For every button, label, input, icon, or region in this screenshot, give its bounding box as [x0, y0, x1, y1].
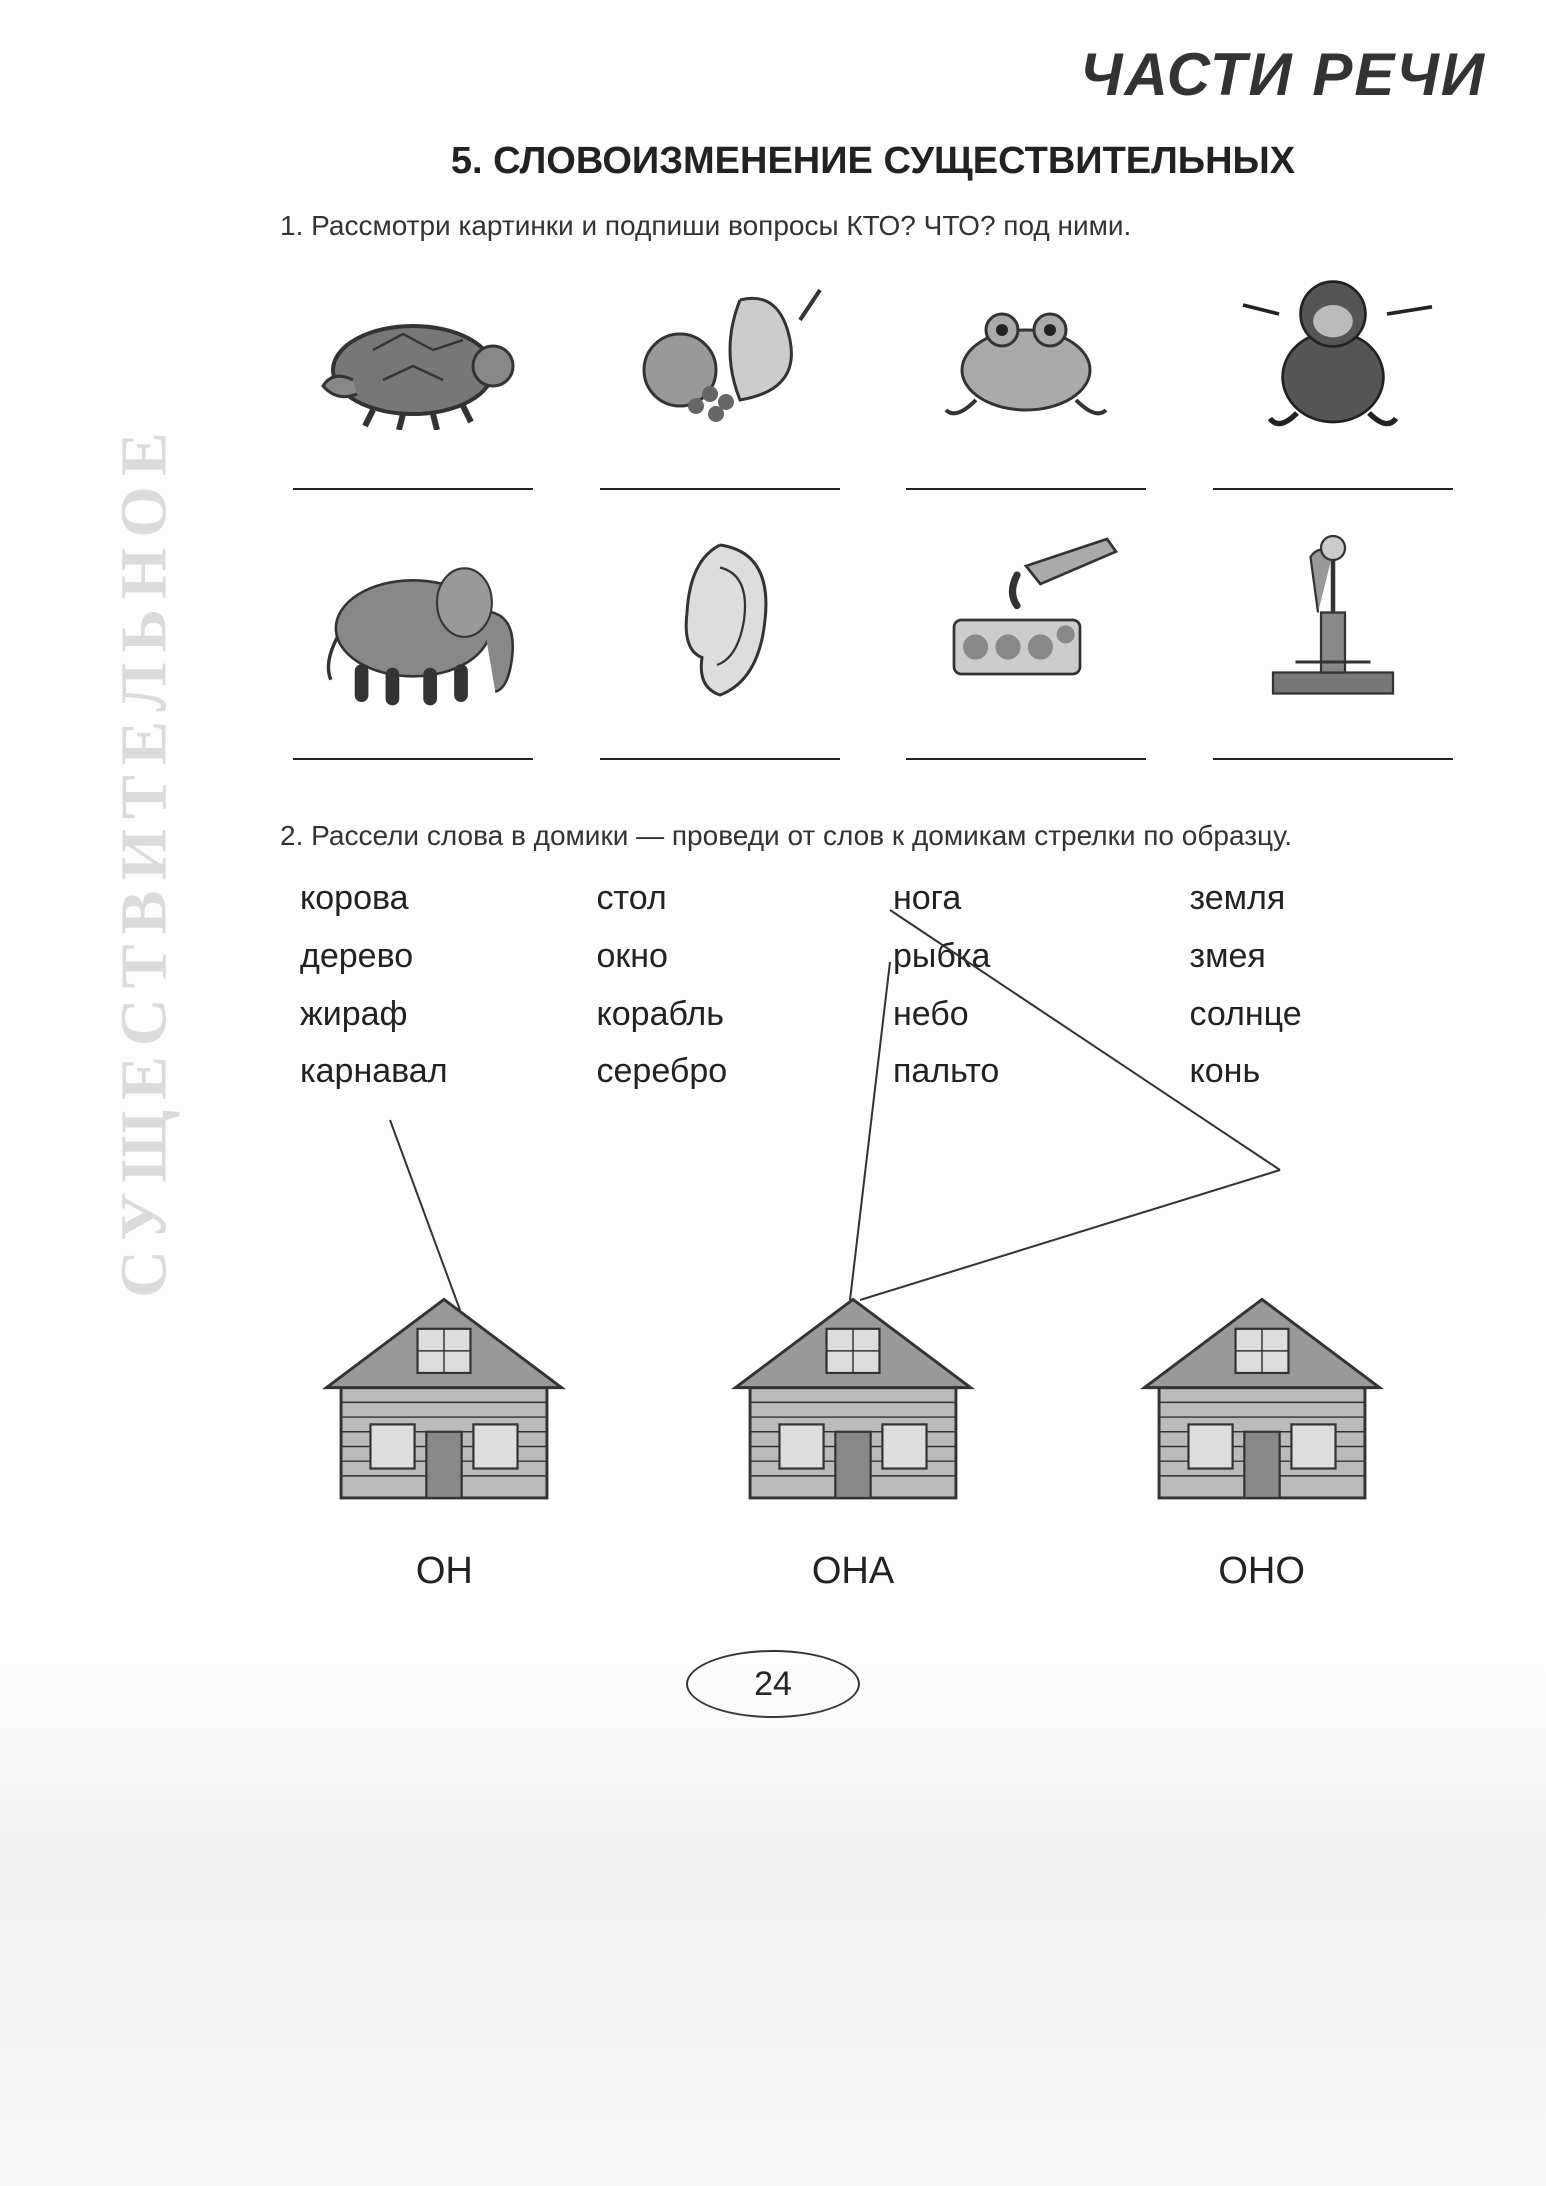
- answer-line[interactable]: [293, 454, 533, 490]
- word: змея: [1190, 928, 1447, 986]
- picture-cell: [893, 260, 1160, 490]
- section-header: ЧАСТИ РЕЧИ: [1080, 40, 1486, 109]
- picture-cell: [587, 260, 854, 490]
- house-icon: [294, 1270, 594, 1520]
- word: дерево: [300, 928, 557, 986]
- word: жираф: [300, 986, 557, 1044]
- word: корова: [300, 870, 557, 928]
- monkey-icon: [1213, 260, 1453, 440]
- word: нога: [893, 870, 1150, 928]
- picture-grid: [280, 260, 1466, 760]
- word-column: стол окно корабль серебро: [597, 870, 854, 1101]
- word: конь: [1190, 1043, 1447, 1101]
- picture-cell: [587, 530, 854, 760]
- house-label: ОНА: [812, 1550, 894, 1593]
- house: ОНА: [689, 1270, 1018, 1593]
- word-column: корова дерево жираф карнавал: [300, 870, 557, 1101]
- page-number: 24: [686, 1650, 860, 1718]
- word: карнавал: [300, 1043, 557, 1101]
- word: окно: [597, 928, 854, 986]
- word: рыбка: [893, 928, 1150, 986]
- elephant-icon: [293, 530, 533, 710]
- scan-shadow: [0, 1666, 1546, 2186]
- picture-cell: [1200, 260, 1467, 490]
- word-columns: корова дерево жираф карнавал стол окно к…: [300, 870, 1446, 1101]
- word-column: земля змея солнце конь: [1190, 870, 1447, 1101]
- answer-line[interactable]: [293, 724, 533, 760]
- picture-cell: [1200, 530, 1467, 760]
- vertical-caption-strip: СУЩЕСТВИТЕЛЬНОЕ: [80, 40, 210, 1680]
- answer-line[interactable]: [600, 724, 840, 760]
- task-2-text: 2. Рассели слова в домики — проведи от с…: [280, 820, 1466, 852]
- house-label: ОН: [416, 1550, 473, 1593]
- word: стол: [597, 870, 854, 928]
- house-icon: [703, 1270, 1003, 1520]
- paints-icon: [906, 530, 1146, 710]
- answer-line[interactable]: [906, 724, 1146, 760]
- word: пальто: [893, 1043, 1150, 1101]
- word-column: нога рыбка небо пальто: [893, 870, 1150, 1101]
- house: ОН: [280, 1270, 609, 1593]
- word: серебро: [597, 1043, 854, 1101]
- scales-icon: [1213, 530, 1453, 710]
- word: небо: [893, 986, 1150, 1044]
- house-label: ОНО: [1218, 1550, 1305, 1593]
- answer-line[interactable]: [1213, 724, 1453, 760]
- worksheet-page: СУЩЕСТВИТЕЛЬНОЕ ЧАСТИ РЕЧИ 5. СЛОВОИЗМЕН…: [0, 0, 1546, 2186]
- house-icon: [1112, 1270, 1412, 1520]
- house: ОНО: [1097, 1270, 1426, 1593]
- vertical-caption: СУЩЕСТВИТЕЛЬНОЕ: [107, 422, 183, 1297]
- word: земля: [1190, 870, 1447, 928]
- ear-icon: [600, 530, 840, 710]
- exercise-title: 5. СЛОВОИЗМЕНЕНИЕ СУЩЕСТВИТЕЛЬНЫХ: [280, 140, 1466, 183]
- answer-line[interactable]: [600, 454, 840, 490]
- picture-cell: [280, 530, 547, 760]
- picture-cell: [893, 530, 1160, 760]
- houses-row: ОН ОНА: [280, 1270, 1426, 1593]
- fruits-icon: [600, 260, 840, 440]
- word: корабль: [597, 986, 854, 1044]
- turtle-icon: [293, 260, 533, 440]
- word: солнце: [1190, 986, 1447, 1044]
- answer-line[interactable]: [906, 454, 1146, 490]
- frog-icon: [906, 260, 1146, 440]
- task-1-text: 1. Рассмотри картинки и подпиши вопросы …: [280, 210, 1466, 242]
- answer-line[interactable]: [1213, 454, 1453, 490]
- picture-cell: [280, 260, 547, 490]
